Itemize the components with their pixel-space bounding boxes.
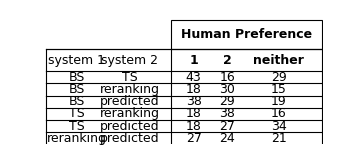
Text: neither: neither xyxy=(253,54,304,67)
Text: 38: 38 xyxy=(219,108,235,121)
Text: 18: 18 xyxy=(186,108,202,121)
Text: TS: TS xyxy=(122,71,137,84)
Text: 30: 30 xyxy=(219,83,235,96)
Text: Human Preference: Human Preference xyxy=(181,28,312,41)
Text: reranking: reranking xyxy=(100,108,160,121)
Text: BS: BS xyxy=(69,95,85,108)
Text: 16: 16 xyxy=(219,71,235,84)
Text: 29: 29 xyxy=(219,95,235,108)
Text: 18: 18 xyxy=(186,120,202,133)
Text: BS: BS xyxy=(69,71,85,84)
Text: 43: 43 xyxy=(186,71,202,84)
Text: TS: TS xyxy=(69,108,85,121)
Text: 34: 34 xyxy=(271,120,286,133)
Text: 29: 29 xyxy=(271,71,286,84)
Text: 27: 27 xyxy=(186,132,202,145)
Text: 27: 27 xyxy=(219,120,235,133)
Text: 19: 19 xyxy=(271,95,286,108)
Text: 18: 18 xyxy=(186,83,202,96)
Text: 15: 15 xyxy=(271,83,286,96)
Text: system 1: system 1 xyxy=(48,54,106,67)
Text: 16: 16 xyxy=(271,108,286,121)
Text: 24: 24 xyxy=(219,132,235,145)
Text: reranking: reranking xyxy=(47,132,107,145)
Text: 2: 2 xyxy=(223,54,232,67)
Text: system 2: system 2 xyxy=(101,54,158,67)
Text: reranking: reranking xyxy=(100,83,160,96)
Text: 21: 21 xyxy=(271,132,286,145)
Text: predicted: predicted xyxy=(100,120,159,133)
Text: predicted: predicted xyxy=(100,132,159,145)
Text: predicted: predicted xyxy=(100,95,159,108)
Text: 1: 1 xyxy=(189,54,198,67)
Text: BS: BS xyxy=(69,83,85,96)
Text: TS: TS xyxy=(69,120,85,133)
Text: 38: 38 xyxy=(186,95,202,108)
